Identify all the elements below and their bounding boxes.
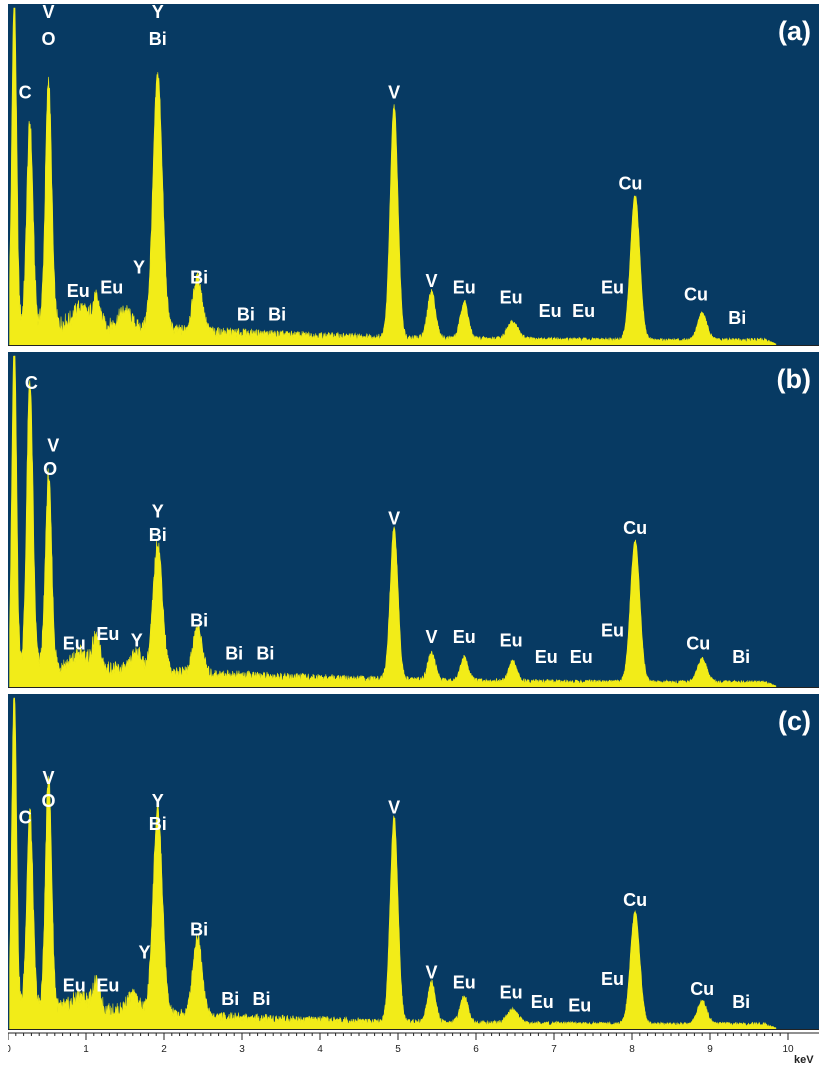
peak-label: Y [131,630,143,650]
peak-label: Y [152,502,164,522]
peak-label: V [426,271,438,291]
peak-label: V [426,963,438,983]
panel-label: (b) [777,364,811,394]
peak-label: V [43,768,55,788]
x-tick-label: 7 [551,1044,557,1055]
peak-label: Bi [190,268,208,288]
peak-label: C [25,373,38,393]
peak-label: Bi [256,644,274,664]
spectrum-area [9,355,777,688]
peak-label: Bi [728,308,746,328]
peak-label: Eu [453,627,476,647]
peak-label: Eu [570,647,593,667]
x-tick-label: 8 [629,1044,635,1055]
x-tick-label: 2 [161,1044,167,1055]
panel-label: (a) [778,16,811,46]
peak-label: Bi [268,304,286,324]
peak-label: O [42,29,56,49]
peak-label: Bi [253,989,271,1009]
spectrum-panel-a: C V O Y Bi Eu Eu Y Bi Bi Bi V V Eu Eu Eu Eu Eu Cu Cu Bi (a) [8,4,819,346]
x-tick-label: 6 [473,1044,479,1055]
peak-label: Eu [96,976,119,996]
peak-label: Cu [686,634,710,654]
peak-label: Eu [100,278,123,298]
peak-label: Eu [601,969,624,989]
x-tick-label: 5 [395,1044,401,1055]
peak-label: Eu [500,288,523,308]
peak-label: O [42,791,56,811]
peak-label: Eu [601,621,624,641]
peak-label: Eu [67,281,90,301]
x-tick-label: 3 [239,1044,245,1055]
peak-label: Bi [732,992,750,1012]
peak-label: Bi [237,304,255,324]
peak-label: Bi [149,814,167,834]
peak-label: Eu [500,630,523,650]
peak-label: Bi [221,989,239,1009]
peak-label: Bi [190,611,208,631]
spectrum-area [9,697,777,1030]
peak-label: V [388,798,400,818]
peak-label: Eu [453,972,476,992]
peak-label: Bi [225,644,243,664]
peak-label: Cu [690,979,714,999]
peak-label: Eu [500,982,523,1002]
peak-label: Eu [572,301,595,321]
panel-label: (c) [778,706,811,736]
peak-label: Eu [63,976,86,996]
x-tick-label: 4 [317,1044,323,1055]
peak-label: Y [138,943,150,963]
spectrum-area [9,7,777,346]
peak-label: Y [152,4,164,22]
peak-label: Bi [732,647,750,667]
peak-label: Eu [96,624,119,644]
peak-label: Eu [568,996,591,1016]
peak-label: Eu [539,301,562,321]
peak-label: Eu [453,278,476,298]
peak-label: Cu [618,173,642,193]
peak-label: Bi [149,29,167,49]
peak-label: Cu [684,284,708,304]
peak-label: O [43,459,57,479]
peak-label: V [388,508,400,528]
peak-label: Bi [149,525,167,545]
x-axis-unit-label: keV [794,1054,814,1066]
peak-label: Bi [190,920,208,940]
peak-label: Eu [531,992,554,1012]
spectrum-panel-b: C V O Y Bi Eu Eu Y Bi Bi Bi V V Eu Eu Eu Eu Eu Cu Cu Bi (b) [8,352,819,688]
plot-background [8,352,819,688]
peak-label: Eu [535,647,558,667]
peak-label: C [19,83,32,103]
peak-label: Cu [623,518,647,538]
peak-label: V [43,4,55,22]
peak-label: Eu [63,634,86,654]
plot-background [8,4,819,346]
peak-label: C [19,807,32,827]
spectrum-panel-c: C V O Y Bi Eu Eu Y Bi Bi Bi V V Eu Eu Eu Eu Eu Cu Cu Bi (c) [8,694,819,1030]
x-axis: 0 1 2 3 4 5 6 7 8 9 10 [8,1032,819,1055]
peak-label: V [426,627,438,647]
x-tick-label: 9 [707,1044,713,1055]
plot-background [8,694,819,1030]
x-tick-label: 10 [782,1044,794,1055]
x-tick-label: 1 [83,1044,89,1055]
peak-label: Cu [623,890,647,910]
peak-label: Y [133,257,145,277]
peak-label: Eu [601,278,624,298]
peak-label: V [388,83,400,103]
x-tick-label: 0 [8,1044,11,1055]
peak-label: V [47,436,59,456]
peak-label: Y [152,791,164,811]
